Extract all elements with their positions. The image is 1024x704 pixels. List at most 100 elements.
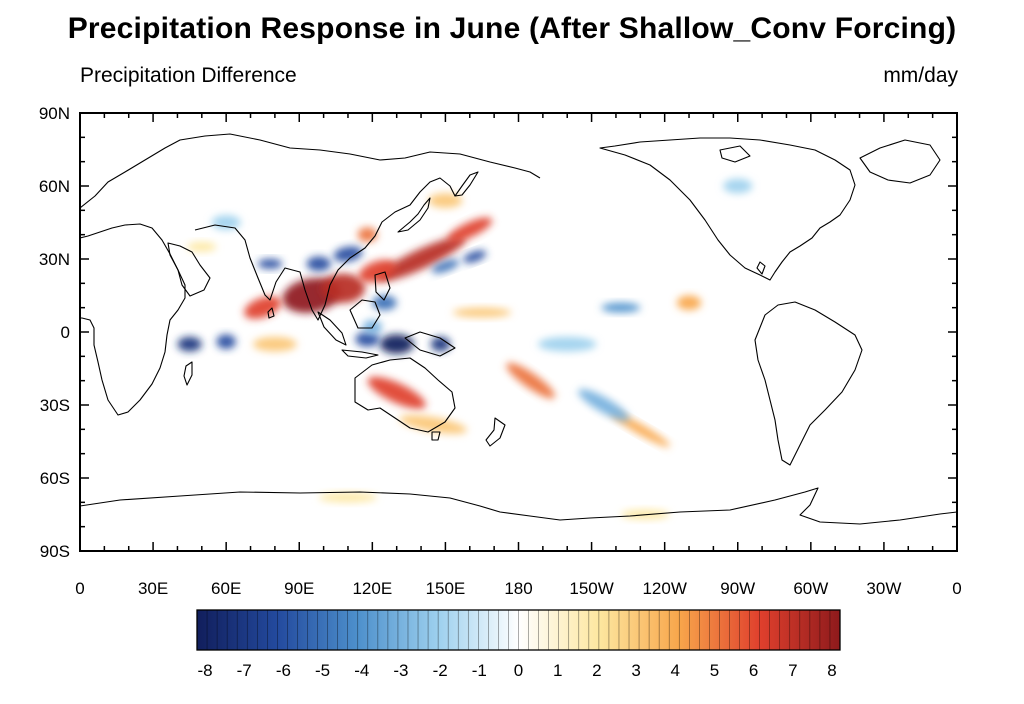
- coastlines: [80, 133, 957, 525]
- anomaly-wet-8: [506, 362, 555, 399]
- anomaly-dry-25: [257, 258, 283, 269]
- colorbar-label: 6: [749, 661, 758, 680]
- colorbar: -8 -7 -6 -5 -4 -3 -2 -1 0 1 2 3 4 5 6 7 8: [196, 609, 841, 680]
- coast-borneo: [349, 299, 381, 329]
- colorbar-labels: -8 -7 -6 -5 -4 -3 -2 -1 0 1 2 3 4 5 6 7 8: [197, 661, 836, 680]
- colorbar-label: 5: [710, 661, 719, 680]
- anomaly-wet-7: [367, 376, 426, 409]
- coast-antarctica: [80, 487, 957, 525]
- anomaly-dry-27: [463, 250, 487, 263]
- coast-arctic-islands: [719, 145, 751, 163]
- coast-south-america: [754, 301, 863, 466]
- colorbar-label: 4: [671, 661, 680, 680]
- units-label: mm/day: [883, 64, 958, 87]
- lon-tick-label: 30E: [138, 579, 168, 598]
- coast-africa: [80, 223, 186, 416]
- colorbar-label: -5: [315, 661, 330, 680]
- anomaly-wet-17: [187, 241, 217, 252]
- colorbar-label: -2: [433, 661, 448, 680]
- coast-philippines: [374, 271, 391, 301]
- lon-tick-label: 30W: [866, 579, 901, 598]
- coast-java: [341, 349, 379, 359]
- anomaly-wet-3: [376, 236, 466, 282]
- lon-tick-label: 0: [952, 579, 961, 598]
- anomaly-dry-29: [601, 302, 641, 313]
- anomaly-dry-31: [578, 389, 630, 421]
- lat-tick-label: 60N: [39, 177, 70, 196]
- anomaly-dry-28: [372, 295, 397, 311]
- lon-tick-label: 150W: [569, 579, 613, 598]
- anomaly-dry-26: [431, 259, 460, 274]
- coast-eurasia-south: [194, 177, 456, 321]
- coast-new-zealand: [485, 417, 506, 447]
- anomaly-dry-24: [333, 246, 363, 262]
- anomaly-wet-13: [452, 307, 512, 318]
- anomaly-dry-23: [306, 256, 331, 272]
- colorbar-label: 3: [631, 661, 640, 680]
- lat-tick-label: 0: [61, 323, 70, 342]
- anomaly-wet-2: [244, 296, 282, 319]
- anomaly-dry-19: [355, 331, 380, 347]
- lon-tick-label: 60E: [211, 579, 241, 598]
- lon-tick-label: 180: [504, 579, 532, 598]
- lat-tick-label: 30N: [39, 250, 70, 269]
- chart-title: Precipitation Response in June (After Sh…: [67, 12, 957, 45]
- coast-florida: [756, 261, 766, 275]
- colorbar-label: 7: [788, 661, 797, 680]
- anomaly-wet-6: [357, 227, 378, 242]
- lon-tick-label: 90E: [284, 579, 314, 598]
- anomaly-wet-11: [252, 336, 297, 352]
- colorbar-label: -4: [354, 661, 369, 680]
- colorbar-frame: [196, 609, 841, 651]
- coast-kamchatka: [454, 171, 479, 197]
- anomaly-dry-33: [211, 215, 241, 230]
- lon-tick-label: 120W: [642, 579, 686, 598]
- anomaly-wet-1: [321, 273, 366, 303]
- anomaly-dry-34: [723, 178, 753, 194]
- lat-tick-label: 30S: [40, 396, 70, 415]
- colorbar-label: 2: [592, 661, 601, 680]
- coast-australia: [354, 357, 456, 433]
- anomaly-dry-18: [379, 334, 414, 354]
- lat-tick-label: 90N: [39, 104, 70, 123]
- coast-greenland: [859, 139, 941, 184]
- coast-tasmania: [431, 431, 441, 441]
- lon-tick-label: 90W: [720, 579, 755, 598]
- axis-ticks: [79, 112, 958, 552]
- lat-tick-label: 90S: [40, 542, 70, 561]
- anomaly-dry-21: [177, 336, 202, 352]
- latitude-labels: 90N 60N 30N 0 30S 60S 90S: [39, 104, 70, 561]
- map-background: [80, 113, 957, 551]
- anomaly-wet-14: [428, 193, 463, 208]
- coast-sumatra: [317, 311, 347, 346]
- colorbar-label: -6: [276, 661, 291, 680]
- lon-tick-label: 0: [75, 579, 84, 598]
- anomaly-dry-20: [430, 336, 451, 352]
- coast-eurasia-north: [80, 133, 541, 209]
- lat-tick-label: 60S: [40, 469, 70, 488]
- coast-arabia: [167, 242, 211, 297]
- lon-tick-label: 60W: [793, 579, 828, 598]
- lon-tick-label: 120E: [352, 579, 392, 598]
- colorbar-label: -3: [393, 661, 408, 680]
- anomaly-wet-4: [447, 217, 493, 243]
- colorbar-divisions: [206, 610, 831, 650]
- colorbar-label: 0: [514, 661, 523, 680]
- anomaly-wet-15: [318, 492, 378, 503]
- left-subtitle: Precipitation Difference: [80, 64, 297, 87]
- anomaly-dry-32: [537, 336, 597, 352]
- colorbar-label: -1: [472, 661, 487, 680]
- longitude-labels: 0 30E 60E 90E 120E 150E 180 150W 120W 90W 60W 30W 0: [75, 579, 961, 598]
- colorbar-label: 1: [553, 661, 562, 680]
- coast-sri-lanka: [267, 307, 275, 319]
- coast-north-america: [599, 137, 856, 281]
- colorbar-label: 8: [827, 661, 836, 680]
- coast-japan: [397, 197, 431, 233]
- colorbar-label: -8: [197, 661, 212, 680]
- colorbar-label: -7: [237, 661, 252, 680]
- coast-new-guinea: [404, 331, 456, 357]
- anomaly-wet-10: [676, 295, 702, 311]
- coast-madagascar: [183, 361, 193, 386]
- precipitation-anomaly-field: [177, 178, 753, 520]
